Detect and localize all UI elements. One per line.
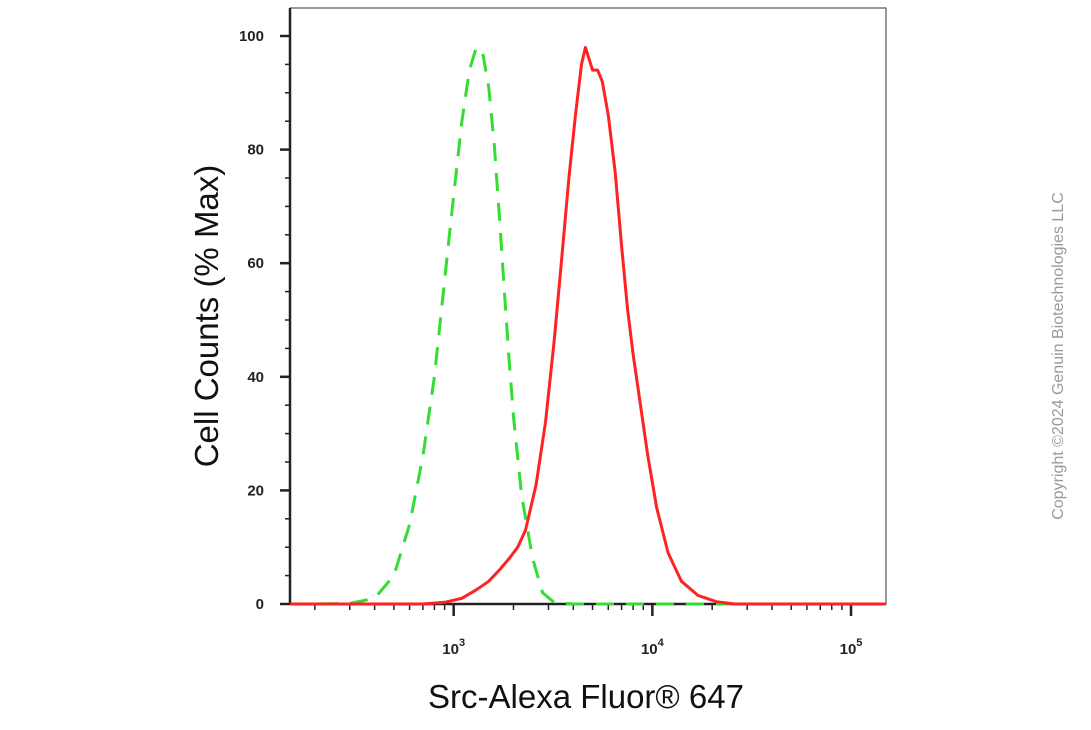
series-2-line: [290, 45, 886, 606]
y-tick-label: 80: [247, 142, 264, 159]
y-axis-title: Cell Counts (% Max): [188, 165, 225, 468]
y-tick-label: 100: [239, 28, 264, 45]
y-tick-label: 40: [247, 369, 264, 386]
x-tick-label: 105: [840, 637, 863, 658]
y-tick-label: 0: [256, 596, 264, 613]
x-axis-ticks: 103 104 105: [314, 604, 863, 658]
series-layer: [290, 45, 886, 606]
series-1-line: [290, 45, 886, 606]
y-tick-label: 20: [247, 482, 264, 499]
y-axis-ticks: 0 20 40 60 80 100: [239, 28, 290, 613]
copyright-watermark: Copyright ©2024 Genuin Biotechnologies L…: [1050, 192, 1067, 520]
plot-frame: [289, 7, 887, 605]
y-tick-label: 60: [247, 255, 264, 272]
x-tick-label: 103: [442, 637, 465, 658]
x-axis-title: Src-Alexa Fluor® 647: [428, 678, 744, 715]
x-tick-label: 104: [641, 637, 665, 658]
